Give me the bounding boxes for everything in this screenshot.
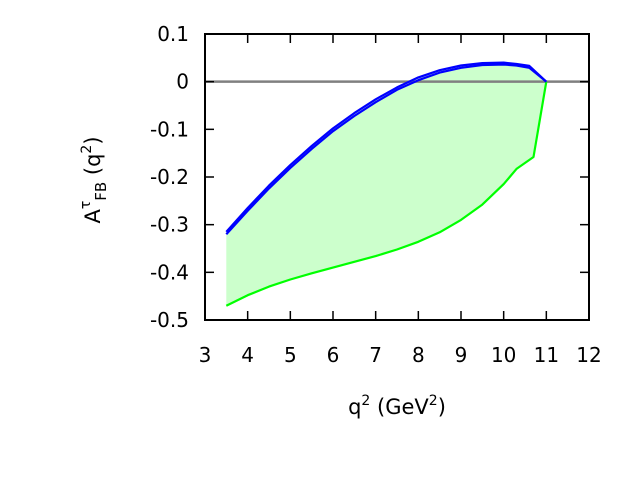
x-tick-label: 9 (455, 343, 468, 367)
y-tick-label: -0.3 (150, 213, 189, 237)
x-tick-label: 12 (576, 343, 601, 367)
x-tick-label: 8 (412, 343, 425, 367)
x-tick-label: 3 (199, 343, 212, 367)
x-tick-label: 6 (327, 343, 340, 367)
x-tick-label: 4 (241, 343, 254, 367)
y-tick-label: -0.2 (150, 165, 189, 189)
y-axis-label: AτFB (q2) (78, 136, 110, 223)
y-tick-label: 0.1 (157, 22, 189, 46)
y-tick-label: -0.1 (150, 117, 189, 141)
series-line-3 (225, 81, 548, 307)
x-tick-label: 5 (284, 343, 297, 367)
x-tick-label: 10 (491, 343, 516, 367)
series-line-2 (225, 63, 547, 235)
plot-area (205, 61, 589, 307)
y-tick-label: -0.4 (150, 260, 189, 284)
y-tick-label: -0.5 (150, 308, 189, 332)
y-tick-label: 0 (176, 70, 189, 94)
uncertainty-band (226, 62, 547, 306)
series-line-1 (225, 61, 548, 233)
axes: 3 4 5 6 7 8 9 10 11 12 0.1 0 -0.1 -0.2 -0.3 -0.4 -0.5 (150, 22, 602, 367)
x-tick-label: 11 (534, 343, 559, 367)
x-tick-label: 7 (369, 343, 382, 367)
x-axis-label: q2 (GeV2) (348, 393, 446, 419)
